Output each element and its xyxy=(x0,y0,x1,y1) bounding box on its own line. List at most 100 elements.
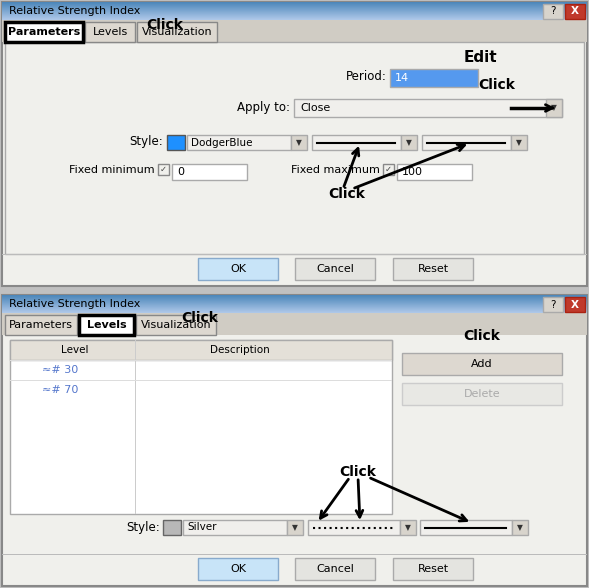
Text: ≈# 70: ≈# 70 xyxy=(42,385,78,395)
Bar xyxy=(2,19,587,20)
Text: ▼: ▼ xyxy=(516,138,522,147)
Bar xyxy=(291,135,307,150)
Bar xyxy=(400,520,416,535)
Text: Reset: Reset xyxy=(418,264,449,274)
Text: Levels: Levels xyxy=(87,320,126,330)
Bar xyxy=(2,554,587,555)
Text: 14: 14 xyxy=(395,73,409,83)
Text: Cancel: Cancel xyxy=(316,564,354,574)
Text: Levels: Levels xyxy=(92,27,128,37)
Bar xyxy=(2,313,587,335)
Bar xyxy=(2,11,587,12)
Text: Click: Click xyxy=(464,329,501,343)
Text: Visualization: Visualization xyxy=(141,320,211,330)
Text: ▼: ▼ xyxy=(406,138,412,147)
Text: Description: Description xyxy=(210,345,270,355)
Text: Style:: Style: xyxy=(129,135,163,149)
Bar xyxy=(422,135,511,150)
Text: Parameters: Parameters xyxy=(8,27,80,37)
Bar xyxy=(565,4,585,19)
Bar xyxy=(393,258,473,280)
Bar xyxy=(2,14,587,15)
Text: Add: Add xyxy=(471,359,493,369)
Text: DodgerBlue: DodgerBlue xyxy=(191,138,253,148)
Text: Click: Click xyxy=(147,18,183,32)
Bar xyxy=(383,164,394,175)
Bar xyxy=(511,135,527,150)
Bar xyxy=(402,383,562,405)
Text: Reset: Reset xyxy=(418,564,449,574)
Bar xyxy=(167,135,185,150)
Bar xyxy=(2,298,587,299)
Text: Close: Close xyxy=(300,103,330,113)
Bar xyxy=(2,302,587,303)
Text: Style:: Style: xyxy=(126,520,160,533)
Bar xyxy=(2,10,587,11)
Bar xyxy=(565,297,585,312)
Text: X: X xyxy=(571,299,579,309)
Bar xyxy=(2,13,587,14)
Bar xyxy=(135,340,136,514)
Text: ?: ? xyxy=(550,6,556,16)
Text: Parameters: Parameters xyxy=(9,320,73,330)
Bar xyxy=(163,520,181,535)
Bar xyxy=(2,309,587,310)
Text: Click: Click xyxy=(340,465,376,479)
Bar xyxy=(2,20,587,42)
Text: Fixed minimum: Fixed minimum xyxy=(70,165,155,175)
Text: Relative Strength Index: Relative Strength Index xyxy=(9,299,140,309)
Bar xyxy=(2,312,587,313)
Bar xyxy=(198,558,278,580)
Bar xyxy=(79,315,134,335)
Bar xyxy=(397,164,472,180)
Bar xyxy=(2,308,587,309)
Bar xyxy=(2,15,587,16)
Bar xyxy=(2,16,587,17)
Bar xyxy=(2,295,587,586)
Bar xyxy=(172,164,247,180)
Text: Period:: Period: xyxy=(346,71,387,83)
Bar xyxy=(10,360,392,361)
Bar xyxy=(2,311,587,312)
Bar xyxy=(198,258,278,280)
Bar xyxy=(2,3,587,4)
Bar xyxy=(5,42,584,254)
Text: OK: OK xyxy=(230,264,246,274)
Bar xyxy=(308,520,400,535)
Text: ▼: ▼ xyxy=(296,138,302,147)
Bar xyxy=(2,303,587,304)
Bar xyxy=(183,520,287,535)
Bar xyxy=(187,135,291,150)
Bar xyxy=(2,310,587,311)
Text: ▼: ▼ xyxy=(517,523,523,532)
Bar xyxy=(137,22,217,42)
Bar xyxy=(2,254,587,255)
Text: X: X xyxy=(571,6,579,16)
Bar xyxy=(2,304,587,305)
Bar xyxy=(2,307,587,308)
Bar xyxy=(2,6,587,7)
Text: ✓: ✓ xyxy=(160,165,167,174)
Bar xyxy=(2,301,587,302)
Text: 100: 100 xyxy=(402,167,423,177)
Text: ≈# 30: ≈# 30 xyxy=(42,365,78,375)
Text: Silver: Silver xyxy=(187,523,217,533)
Text: ▼: ▼ xyxy=(551,103,557,112)
Bar xyxy=(2,18,587,19)
Text: ▼: ▼ xyxy=(405,523,411,532)
Bar xyxy=(85,22,135,42)
Text: Click: Click xyxy=(181,311,219,325)
Bar xyxy=(543,4,563,19)
Bar xyxy=(10,380,392,381)
Bar xyxy=(390,69,478,87)
Bar xyxy=(2,296,587,297)
Bar xyxy=(312,135,401,150)
Bar xyxy=(294,99,562,117)
Text: Cancel: Cancel xyxy=(316,264,354,274)
Text: Level: Level xyxy=(61,345,89,355)
Bar xyxy=(2,4,587,5)
Bar xyxy=(2,297,587,298)
Bar xyxy=(5,22,83,42)
Bar xyxy=(136,315,216,335)
Bar xyxy=(10,340,392,360)
